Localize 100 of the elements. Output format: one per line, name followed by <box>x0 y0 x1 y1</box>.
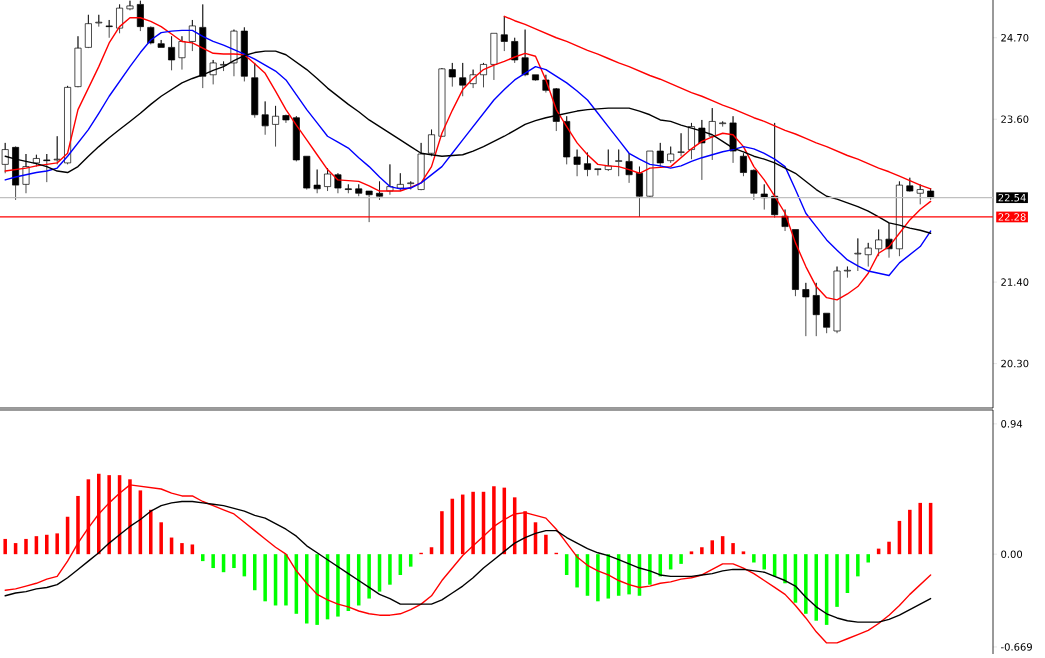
bar <box>575 554 579 588</box>
candlestick <box>168 35 176 71</box>
candlestick <box>916 184 924 205</box>
bar <box>252 554 257 591</box>
y-tick-label: 23.60 <box>1001 115 1029 123</box>
candlestick <box>43 153 51 183</box>
candlestick <box>812 282 820 337</box>
candlestick <box>833 266 841 334</box>
bar <box>24 538 28 555</box>
bar <box>232 554 236 569</box>
candlestick <box>573 149 581 177</box>
candlestick <box>843 266 851 279</box>
bar <box>689 551 694 555</box>
candlestick <box>376 181 383 201</box>
candlestick <box>552 87 560 132</box>
y-tick-label: 0.94 <box>1001 420 1023 428</box>
bar <box>835 554 839 607</box>
candlestick <box>646 150 654 198</box>
candlestick <box>739 152 747 177</box>
bar <box>908 509 912 555</box>
y-tick-label: 24.70 <box>1001 33 1029 42</box>
y-tick-label: -0.669 <box>1001 643 1032 651</box>
candlestick <box>875 229 883 257</box>
candlestick <box>511 37 519 64</box>
bar <box>814 554 819 621</box>
bar <box>544 534 548 555</box>
bar <box>180 543 184 555</box>
candlestick <box>74 35 82 88</box>
candlestick <box>282 114 290 124</box>
candlestick <box>750 169 758 201</box>
bar <box>887 541 891 555</box>
candlestick <box>667 146 675 164</box>
candlestick <box>906 177 914 193</box>
candlestick <box>344 184 352 194</box>
bar <box>752 554 756 563</box>
bar <box>866 554 870 563</box>
bar <box>856 554 860 577</box>
candlestick <box>594 168 602 176</box>
bar <box>3 538 7 555</box>
candlestick <box>407 181 415 190</box>
candlestick <box>272 105 280 147</box>
candlestick <box>157 39 165 48</box>
candlestick <box>32 154 40 167</box>
bar <box>523 511 527 555</box>
candlestick <box>355 184 363 197</box>
bar <box>700 547 704 555</box>
candlestick <box>95 14 103 27</box>
candlestick <box>396 172 404 192</box>
candlestick <box>12 146 20 201</box>
candlestick <box>532 74 539 82</box>
candlestick <box>656 142 664 167</box>
candlestick <box>428 129 435 157</box>
bar <box>804 554 808 614</box>
candlestick <box>719 121 727 127</box>
bar <box>918 502 922 555</box>
candlestick <box>459 62 467 97</box>
candlestick <box>116 4 124 34</box>
candlestick <box>802 282 810 337</box>
candlestick <box>417 142 425 191</box>
bar <box>596 554 600 602</box>
candlestick <box>261 101 269 136</box>
candlestick <box>698 119 706 181</box>
candlestick <box>448 62 456 87</box>
bar <box>440 511 444 555</box>
candlestick <box>303 155 311 190</box>
bar <box>367 554 371 599</box>
bar <box>159 522 163 555</box>
candlestick <box>500 15 508 52</box>
candlestick <box>84 14 92 49</box>
candlestick <box>584 152 591 177</box>
bar <box>627 554 631 595</box>
bar <box>45 534 49 555</box>
candlestick <box>313 169 321 194</box>
candlestick <box>64 85 72 165</box>
candlestick <box>864 242 872 267</box>
bar <box>679 554 683 564</box>
bar <box>471 491 475 555</box>
candlestick <box>126 0 134 11</box>
candlestick <box>823 312 831 334</box>
candlestick <box>136 0 144 32</box>
y-tick-label: 21.40 <box>1001 278 1029 286</box>
bar <box>211 554 215 569</box>
bar <box>731 543 735 555</box>
bar <box>741 551 746 555</box>
candlestick <box>147 26 155 45</box>
candlestick <box>854 238 862 272</box>
bar <box>304 554 309 624</box>
bar <box>388 554 392 585</box>
bar <box>648 554 652 585</box>
candlestick <box>677 132 685 157</box>
bar <box>200 554 205 562</box>
bar <box>783 554 787 584</box>
candlestick <box>188 19 196 52</box>
candlestick <box>292 115 300 162</box>
candlestick <box>105 19 113 39</box>
bar <box>149 509 153 555</box>
candlestick <box>688 122 695 160</box>
bar <box>315 554 319 625</box>
bar <box>762 554 767 570</box>
candlestick <box>615 149 623 177</box>
